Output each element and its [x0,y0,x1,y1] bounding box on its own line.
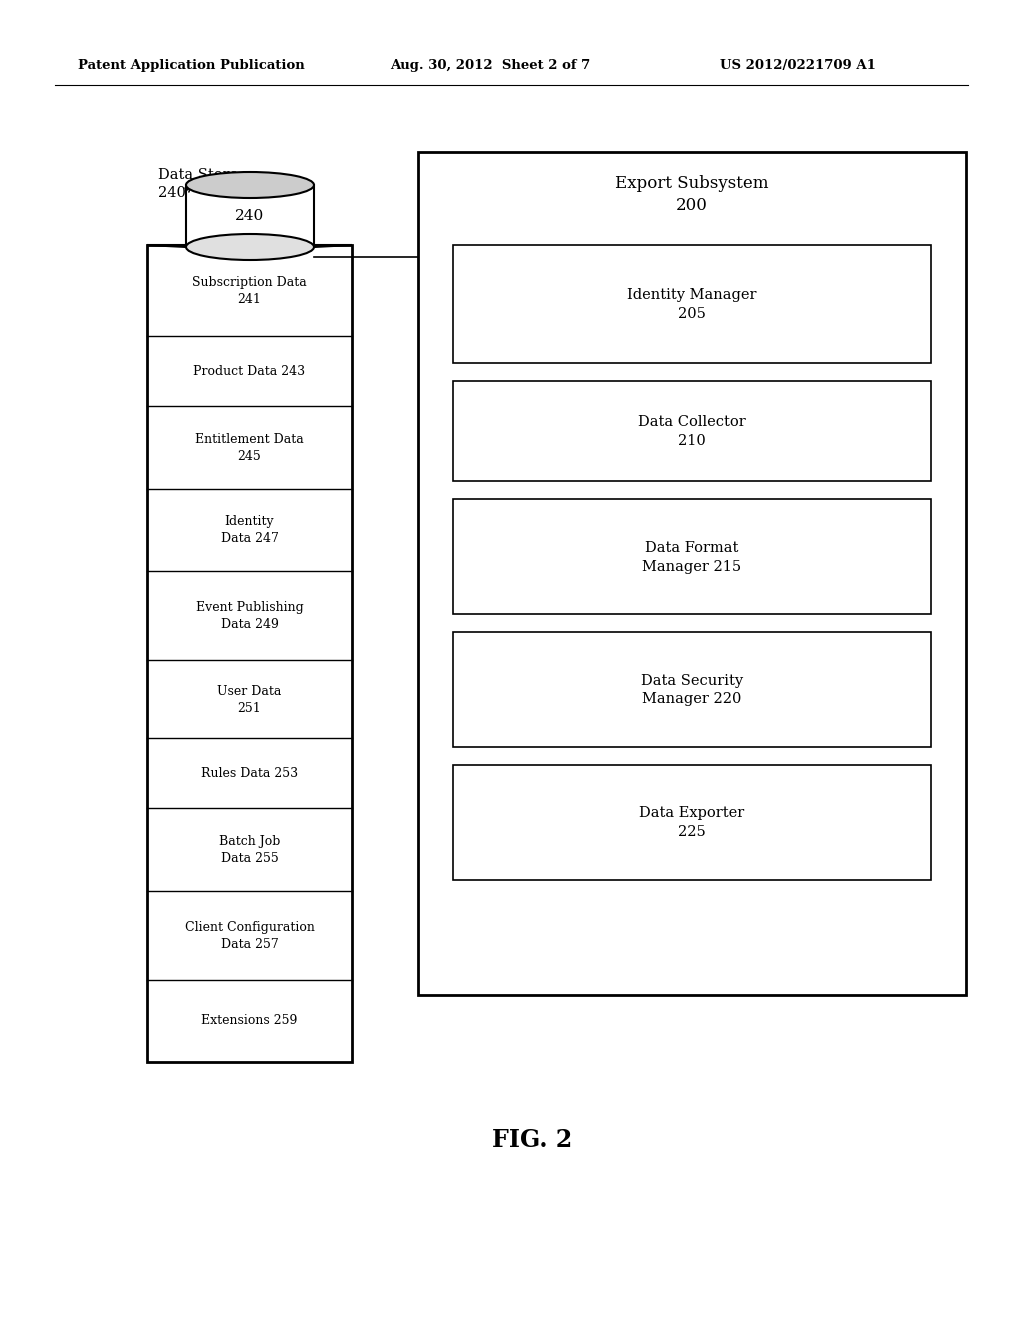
Polygon shape [453,246,931,363]
Text: 200: 200 [676,197,708,214]
Text: User Data: User Data [217,685,282,698]
Text: 245: 245 [238,450,261,463]
Text: FIG. 2: FIG. 2 [492,1129,572,1152]
Text: 240: 240 [236,209,264,223]
Text: Identity Manager: Identity Manager [628,288,757,302]
Text: Data 249: Data 249 [220,618,279,631]
Polygon shape [453,766,931,880]
Text: Manager 215: Manager 215 [642,560,741,573]
Text: 251: 251 [238,702,261,714]
Text: Data Store: Data Store [158,168,239,182]
Text: 240: 240 [158,186,186,201]
Text: Entitlement Data: Entitlement Data [196,433,304,446]
Text: US 2012/0221709 A1: US 2012/0221709 A1 [720,58,876,71]
Polygon shape [147,246,352,247]
Text: 225: 225 [678,825,706,840]
Text: Data 247: Data 247 [220,532,279,545]
Text: Data Collector: Data Collector [638,414,745,429]
Text: Data 257: Data 257 [220,937,279,950]
Text: Aug. 30, 2012  Sheet 2 of 7: Aug. 30, 2012 Sheet 2 of 7 [390,58,590,71]
Text: Subscription Data: Subscription Data [193,276,307,289]
Polygon shape [453,381,931,480]
Polygon shape [453,499,931,614]
Polygon shape [453,632,931,747]
Text: Identity: Identity [224,515,274,528]
Text: Data Format: Data Format [645,540,738,554]
Text: Rules Data 253: Rules Data 253 [201,767,298,780]
Text: 210: 210 [678,434,706,447]
Text: Data Exporter: Data Exporter [639,807,744,821]
Text: Event Publishing: Event Publishing [196,601,303,614]
Text: 241: 241 [238,293,261,306]
Text: Product Data 243: Product Data 243 [194,364,305,378]
Ellipse shape [186,172,314,198]
Text: Export Subsystem: Export Subsystem [615,174,769,191]
Ellipse shape [186,234,314,260]
Text: Data Security: Data Security [641,673,743,688]
Text: 205: 205 [678,308,706,321]
Text: Batch Job: Batch Job [219,836,281,847]
Text: Data 255: Data 255 [220,851,279,865]
Text: Extensions 259: Extensions 259 [202,1014,298,1027]
Text: Manager 220: Manager 220 [642,693,741,706]
Text: Client Configuration: Client Configuration [184,920,314,933]
Text: Patent Application Publication: Patent Application Publication [78,58,305,71]
